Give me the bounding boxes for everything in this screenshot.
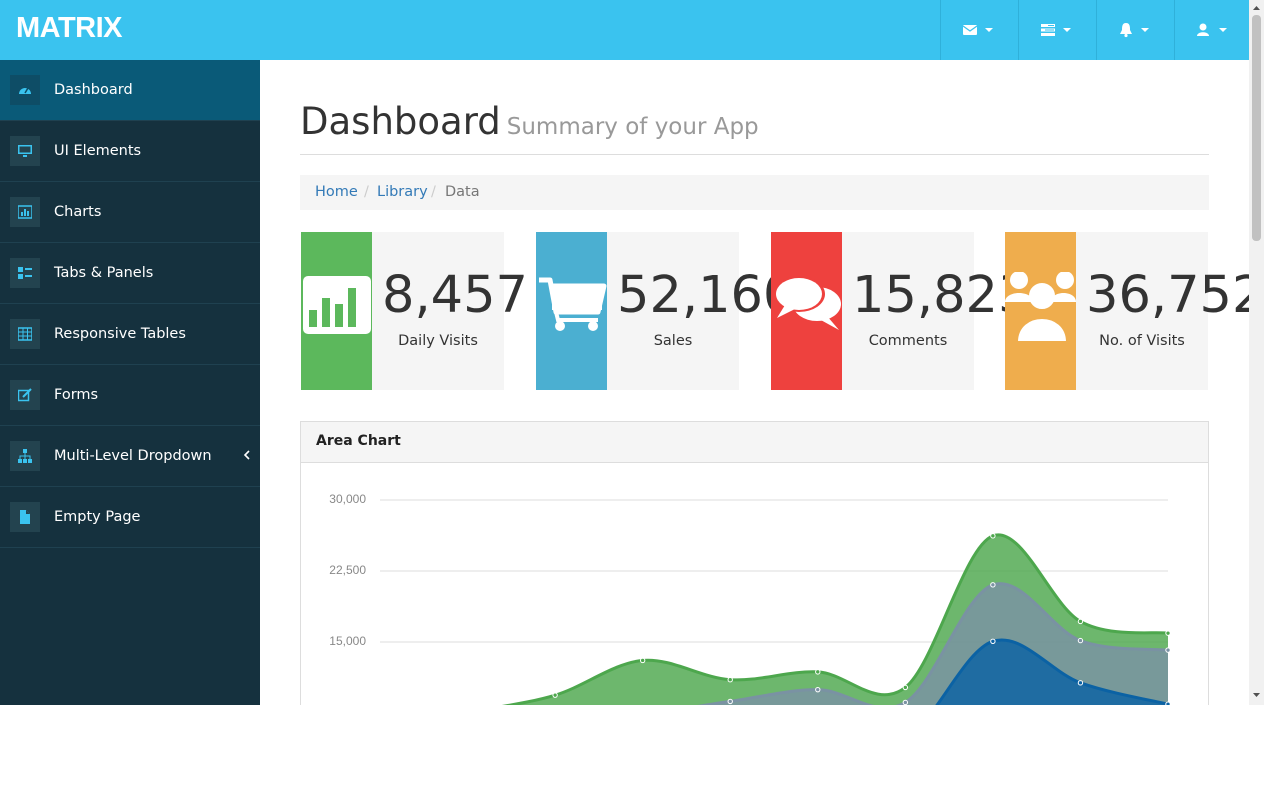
app: MATRIX Dashboard UI Elements Charts Tabs…: [0, 0, 1264, 705]
breadcrumb: Home / Library / Data: [300, 175, 1209, 210]
subtitle: Summary of your App: [506, 114, 759, 140]
data-point: [552, 692, 558, 698]
data-point: [727, 698, 733, 705]
data-point: [1077, 680, 1084, 686]
nav-label: Responsive Tables: [54, 326, 186, 342]
area-line: [935, 638, 1169, 705]
nav-item[interactable]: Charts: [0, 182, 260, 243]
chevron: [243, 450, 250, 460]
brand[interactable]: MATRIX: [16, 12, 123, 44]
divider: [300, 154, 1209, 155]
data-point: [1077, 637, 1084, 644]
data-point: [990, 533, 996, 539]
icon: [1120, 23, 1149, 38]
data-point: [639, 657, 646, 664]
stat-label: Daily Visits: [398, 333, 478, 349]
icon: [1197, 23, 1227, 36]
data-point: [902, 684, 909, 691]
stat-value: 36,752: [1086, 266, 1264, 325]
data-point: [1165, 647, 1171, 653]
nav-label: Empty Page: [54, 509, 141, 525]
breadcrumb-current: Data: [445, 184, 480, 200]
data-point: [990, 638, 996, 645]
data-point: [815, 686, 821, 693]
y-tick-label: 22,500: [329, 563, 366, 577]
nav-item[interactable]: Multi-Level Dropdown: [0, 426, 260, 487]
nav-label: UI Elements: [54, 143, 142, 159]
stat-value: 52,160: [617, 266, 796, 325]
area-fill: [937, 639, 1168, 705]
y-tick-label: 30,000: [329, 492, 366, 506]
data-point: [727, 677, 733, 683]
stat-tile: 36,752 No. of Visits: [1005, 232, 1264, 390]
nav-label: Tabs & Panels: [54, 265, 154, 281]
breadcrumb-link[interactable]: Library: [377, 184, 428, 200]
nav-item[interactable]: Empty Page: [0, 487, 260, 548]
nav-label: Forms: [54, 387, 99, 403]
panel-heading: Area Chart: [301, 422, 1208, 463]
area-chart: 30,000 22,500 15,000: [329, 492, 1171, 705]
scrollbar[interactable]: [1249, 0, 1264, 705]
data-point: [902, 699, 909, 705]
stat-value: 8,457: [382, 266, 529, 325]
user-button[interactable]: [1174, 0, 1250, 60]
stat-tile: 15,823 Comments: [771, 232, 1030, 390]
stat-label: Comments: [868, 333, 948, 349]
nav-label: Dashboard: [54, 82, 133, 98]
nav-item[interactable]: Tabs & Panels: [0, 243, 260, 304]
data-point: [990, 582, 996, 588]
breadcrumb-sep: /: [364, 184, 369, 200]
chart-panel: Area Chart: [300, 421, 1209, 705]
nav-item[interactable]: Forms: [0, 365, 260, 426]
nav-item[interactable]: Responsive Tables: [0, 304, 260, 365]
nav-label: Multi-Level Dropdown: [54, 448, 212, 464]
data-point: [1165, 630, 1171, 636]
icon: [963, 25, 993, 35]
page-title: Dashboard Summary of your App: [300, 100, 759, 143]
nav-item[interactable]: Dashboard: [0, 60, 260, 121]
data-point: [1077, 618, 1084, 625]
y-tick-label: 15,000: [329, 634, 366, 648]
icon: [1041, 24, 1071, 36]
topbar: MATRIX: [0, 0, 1249, 60]
data-point: [1165, 701, 1171, 705]
breadcrumb-link[interactable]: Home: [315, 184, 358, 200]
stat-value: 15,823: [852, 266, 1031, 325]
breadcrumb-sep: /: [431, 184, 436, 200]
nav-label: Charts: [54, 204, 102, 220]
title: Dashboard: [300, 100, 501, 143]
panel-title: Area Chart: [316, 433, 401, 449]
stat-label: Sales: [653, 333, 693, 349]
tasks-button[interactable]: [1018, 0, 1096, 60]
stat-tile: 8,457 Daily Visits: [301, 232, 528, 390]
area-line: [501, 533, 1169, 705]
data-point: [815, 669, 821, 675]
sidebar: Dashboard UI Elements Charts Tabs & Pane…: [0, 60, 260, 705]
nav-item[interactable]: UI Elements: [0, 121, 260, 182]
alerts-button[interactable]: [1096, 0, 1174, 60]
stat-label: No. of Visits: [1099, 333, 1185, 349]
area-line: [697, 582, 1169, 705]
messages-button[interactable]: [940, 0, 1018, 60]
stat-tile: 52,160 Sales: [536, 232, 795, 390]
